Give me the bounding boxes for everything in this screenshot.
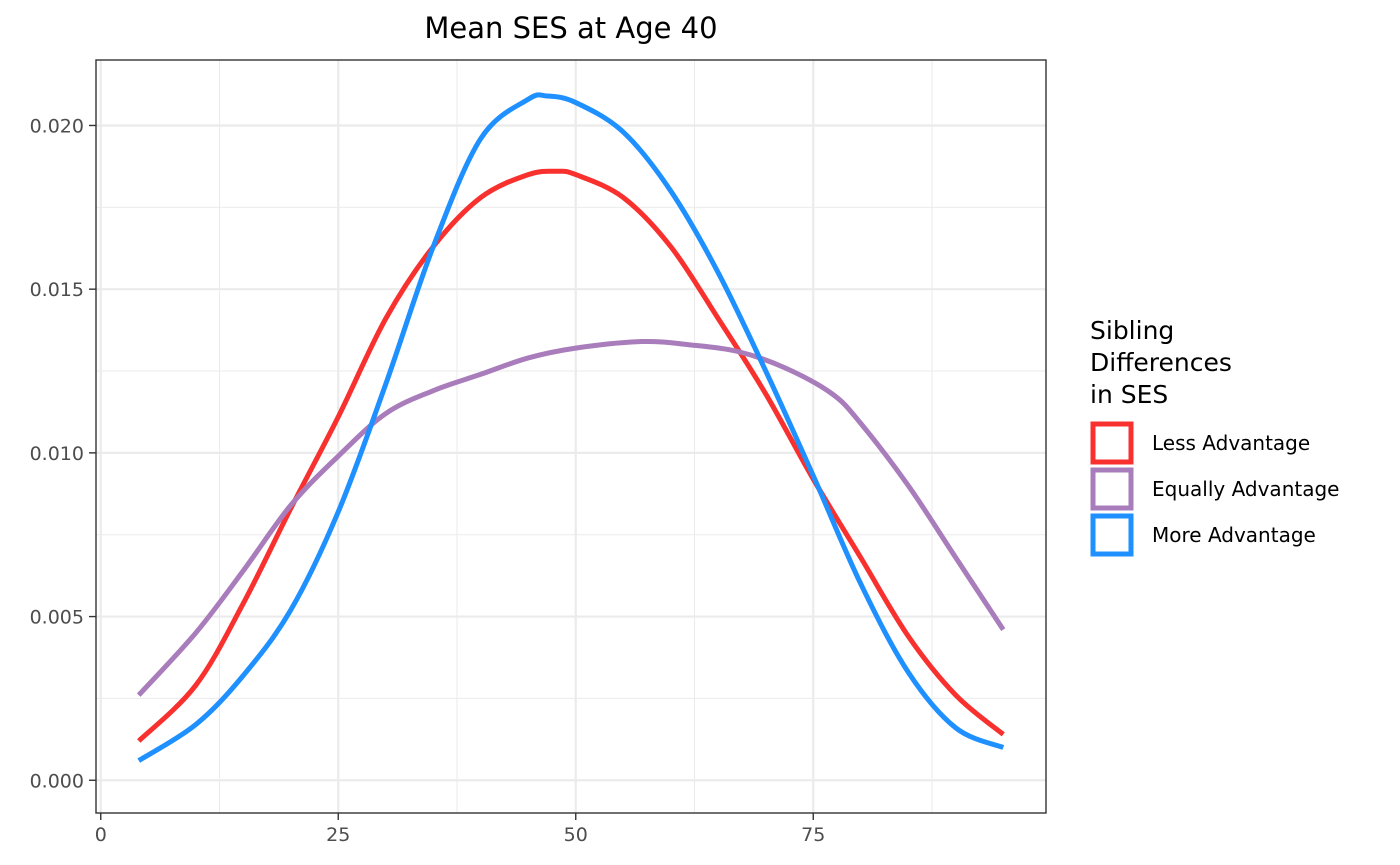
y-axis: 0.000 0.005 0.010 0.015 0.020: [30, 115, 96, 792]
grid-major: [96, 60, 1046, 813]
y-tick-label: 0.020: [30, 115, 84, 137]
x-tick-label: 0: [95, 824, 107, 846]
y-tick-label: 0.010: [30, 443, 84, 465]
x-tick-label: 75: [801, 824, 825, 846]
x-axis: 0 25 50 75: [95, 813, 825, 846]
legend-label-more-advantage: More Advantage: [1152, 523, 1316, 547]
y-tick-label: 0.005: [30, 607, 84, 629]
plot-panel: [96, 60, 1046, 813]
legend-label-less-advantage: Less Advantage: [1152, 431, 1310, 455]
x-tick-label: 25: [326, 824, 350, 846]
legend-title-line: in SES: [1090, 380, 1168, 409]
series-line-equally-advantage: [136, 338, 1006, 697]
legend-title-line: Sibling: [1090, 316, 1174, 345]
x-tick-label: 50: [564, 824, 588, 846]
legend-swatch-more-advantage: [1090, 513, 1134, 557]
series-line-more-advantage: [137, 92, 1005, 763]
chart-title: Mean SES at Age 40: [424, 11, 717, 45]
legend-label-equally-advantage: Equally Advantage: [1152, 477, 1339, 501]
legend: Sibling Differences in SES Less Advantage Eq…: [1090, 316, 1339, 557]
grid-minor: [96, 60, 1046, 813]
y-tick-label: 0.000: [30, 770, 84, 792]
y-tick-label: 0.015: [30, 279, 84, 301]
plot-border: [95, 59, 1047, 814]
legend-swatch-equally-advantage: [1090, 467, 1134, 511]
series-lines: [136, 92, 1006, 763]
legend-title-line: Differences: [1090, 348, 1232, 377]
legend-swatch-less-advantage: [1090, 421, 1134, 465]
